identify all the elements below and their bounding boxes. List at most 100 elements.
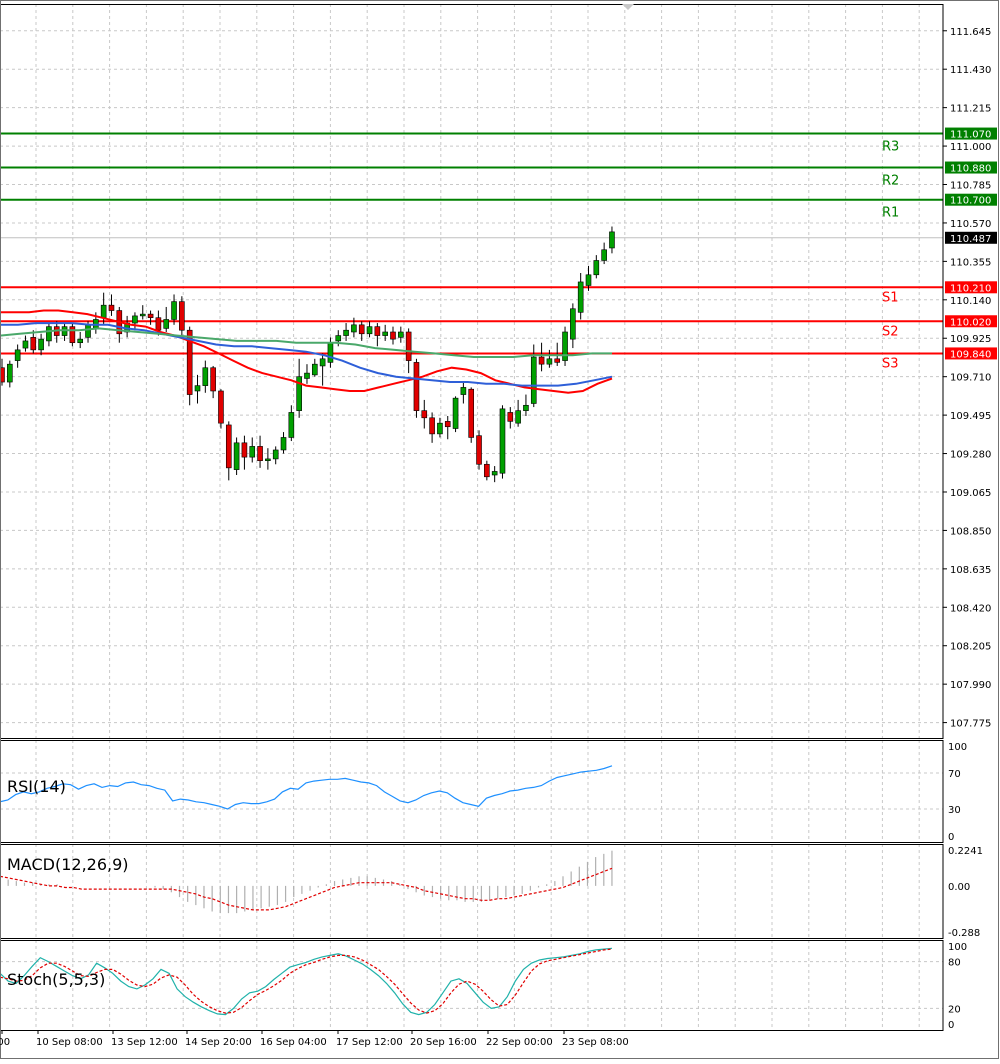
price-tick-label: 109.495 (950, 411, 991, 422)
candle-body (288, 412, 295, 438)
candle-body (421, 410, 428, 419)
candle-body (413, 362, 420, 411)
candle-body (499, 408, 506, 474)
price-tick-label: 107.990 (950, 680, 991, 691)
candle-body (108, 304, 115, 311)
candle (194, 374, 201, 404)
candle (507, 407, 514, 429)
candle (311, 358, 318, 377)
candle (265, 448, 271, 470)
candle-body (14, 349, 21, 361)
macd-tick-label: -0.288 (948, 928, 980, 939)
price-tick-label: 111.645 (950, 27, 991, 38)
candle (38, 333, 44, 356)
candle-body (468, 388, 475, 438)
macd-label: MACD(12,26,9) (7, 855, 129, 874)
macd-tick-label: 0.2241 (948, 846, 983, 857)
candle-body (179, 301, 185, 331)
candle-body (523, 404, 529, 411)
candle (468, 387, 475, 443)
price-tick-label: 110.355 (950, 257, 991, 268)
time-axis: :00 10 Sep 08:00 13 Sep 12:00 14 Sep 20:00 1… (0, 1030, 629, 1048)
level-name-r2: R2 (882, 174, 899, 189)
candle-body (546, 358, 553, 365)
candle (272, 446, 279, 465)
candle-body (38, 338, 44, 351)
candle-body (609, 231, 615, 249)
panel-frame (0, 844, 944, 939)
candle (225, 421, 232, 481)
level-price-tag (945, 281, 997, 294)
stoch-tick-label: 100 (948, 942, 967, 953)
price-tick-label: 110.785 (950, 181, 991, 192)
candle (163, 306, 170, 332)
candle (390, 326, 396, 345)
candle (171, 294, 177, 325)
candle (577, 272, 584, 320)
candle-body (437, 422, 443, 435)
stoch-main-line (0, 947, 613, 1016)
candle (343, 323, 349, 341)
candle (53, 321, 60, 343)
price-tick-label: 110.570 (950, 219, 991, 230)
candle-body (405, 331, 412, 361)
price-tick-label: 108.205 (950, 642, 991, 653)
candle (452, 396, 459, 433)
level-price-tag (945, 315, 997, 328)
candle (288, 405, 295, 442)
rsi-label: RSI(14) (7, 777, 66, 796)
candle (304, 364, 310, 384)
candle-body (429, 417, 435, 435)
moving-average-line (0, 327, 612, 358)
level-name-r3: R3 (882, 140, 899, 155)
candle (538, 342, 545, 372)
candle (241, 435, 248, 470)
candle (218, 389, 224, 429)
candle-body (22, 340, 29, 349)
candle-body (335, 335, 342, 342)
price-axis: 111.645 111.430 111.215 111.000 110.785 110.5… (943, 27, 997, 1031)
candle (257, 435, 263, 468)
candle (515, 399, 521, 427)
candle-body (530, 356, 537, 404)
panel-labels: RSI(14) MACD(12,26,9) Stoch(5,5,3) (7, 777, 129, 989)
candle-body (585, 274, 592, 286)
stoch-tick-label: 80 (948, 958, 961, 969)
level-price-tag (945, 347, 997, 360)
support-resistance-levels: R3 R2 R1 S1 S2 S3 (0, 132, 943, 371)
candle-body (249, 446, 256, 458)
candle-body (30, 337, 37, 351)
candle-body (444, 421, 451, 428)
price-tick-label: 111.215 (950, 104, 991, 115)
candle (46, 323, 52, 347)
candle-body (460, 387, 467, 395)
time-tick-label: 20 Sep 16:00 (410, 1037, 477, 1048)
time-tick-label: 23 Sep 08:00 (562, 1037, 629, 1048)
candle (546, 349, 553, 368)
current-price-label: 110.487 (950, 234, 991, 245)
candle-body (366, 326, 373, 335)
candle-body (100, 304, 107, 318)
candle (132, 312, 138, 331)
candle-body (272, 449, 279, 460)
candle (601, 242, 607, 265)
candle (7, 360, 13, 388)
candle (374, 323, 381, 347)
candle (69, 323, 76, 347)
candle (77, 331, 83, 349)
candle (124, 315, 130, 338)
candle-body (69, 326, 76, 344)
candle (202, 360, 209, 393)
candle-body (390, 331, 396, 340)
time-tick-label: 13 Sep 12:00 (111, 1037, 178, 1048)
candle (139, 305, 146, 320)
candle-body (304, 372, 310, 379)
candle-body (382, 331, 388, 336)
candle (484, 460, 490, 481)
candle-body (225, 424, 232, 469)
candle (358, 321, 365, 341)
